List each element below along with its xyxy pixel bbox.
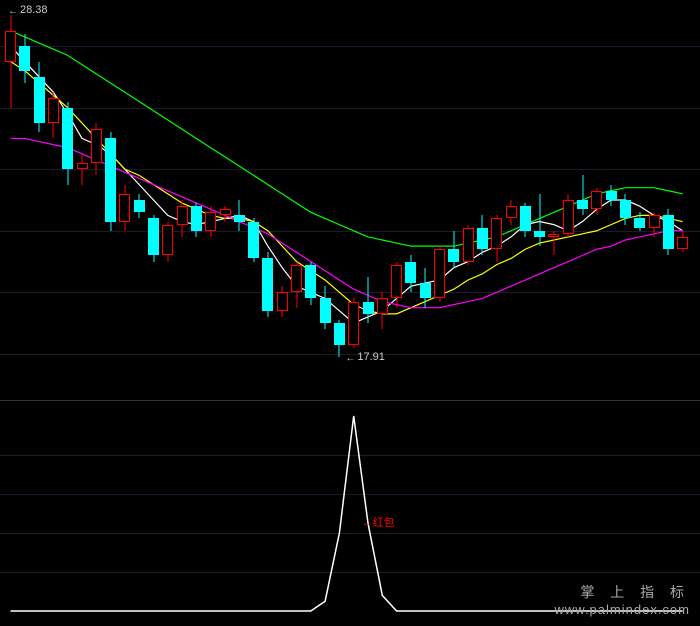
price-high-label: 28.38 bbox=[20, 4, 48, 16]
price-low-label: 17.91 bbox=[357, 351, 385, 363]
watermark-url: www.palmindex.com bbox=[555, 602, 691, 617]
main-chart[interactable]: ← 28.38 ← 17.91 bbox=[0, 0, 700, 400]
watermark-title: 掌 上 指 标 bbox=[555, 582, 691, 602]
low-arrow: ← bbox=[345, 353, 355, 364]
marker-label: ←红包 bbox=[362, 514, 395, 530]
watermark: 掌 上 指 标 www.palmindex.com bbox=[555, 582, 691, 617]
indicator-chart[interactable]: ←红包 掌 上 指 标 www.palmindex.com bbox=[0, 400, 700, 625]
high-arrow: ← bbox=[8, 6, 18, 17]
